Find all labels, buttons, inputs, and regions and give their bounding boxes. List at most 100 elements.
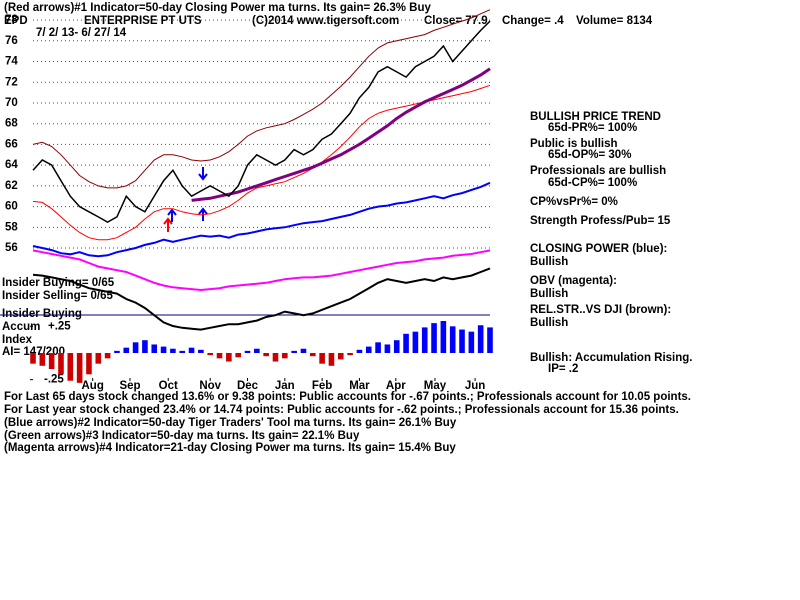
x-tick-label: Feb [312, 380, 332, 392]
x-tick-label: Oct [159, 380, 178, 392]
blue-arrow [198, 207, 208, 221]
bar [319, 353, 325, 364]
bar [95, 353, 102, 364]
bar [263, 353, 269, 357]
side-note: IP= .2 [548, 363, 578, 375]
bar [375, 342, 381, 353]
y-tick-label: 66 [5, 138, 18, 150]
side-note: Bullish: Accumulation Rising. [530, 352, 693, 364]
footer-line: (Green arrows)#3 Indicator=50-day ma tur… [4, 430, 360, 442]
side-note: CLOSING POWER (blue): [530, 243, 667, 255]
x-tick-label: Sep [119, 380, 140, 392]
copyright: (C)2014 www.tigersoft.com [252, 15, 399, 27]
bar [179, 350, 186, 353]
blue-arrow [198, 167, 208, 181]
ticker: EPD [4, 15, 28, 27]
side-note: BULLISH PRICE TREND [530, 111, 661, 123]
bar [356, 349, 363, 353]
close: Close= 77.9 [424, 15, 488, 27]
y-tick-label: -.25 [44, 374, 64, 386]
bar [487, 327, 493, 353]
bar [347, 353, 353, 356]
bar [104, 353, 111, 359]
bar [123, 347, 130, 353]
side-note: REL.STR..VS DJI (brown): [530, 304, 671, 316]
side-note: Professionals are bullish [530, 165, 666, 177]
y-tick-label: 62 [5, 180, 18, 192]
bar [365, 346, 372, 353]
bar [431, 323, 437, 353]
series-line [32, 20, 491, 223]
y-tick-label: +.25 [48, 320, 71, 332]
x-tick-label: Aug [82, 380, 104, 392]
left-note: Index [2, 334, 33, 346]
bar [282, 353, 288, 359]
side-note: Public is bullish [530, 138, 618, 150]
bar [337, 353, 344, 360]
date-range: 7/ 2/ 13- 6/ 27/ 14 [36, 27, 127, 39]
bar [114, 350, 120, 353]
y-tick-label: 68 [5, 118, 18, 130]
bar [393, 340, 400, 353]
y-tick-label: 72 [5, 76, 18, 88]
y-tick-label: 76 [5, 35, 18, 47]
bar [412, 331, 419, 353]
series-line [32, 267, 491, 331]
y-tick-label: 78 [5, 14, 18, 26]
bar [226, 353, 232, 362]
bar [254, 348, 260, 353]
red-arrow [163, 217, 173, 232]
left-note: Insider Selling= 0/65 [2, 290, 113, 302]
bar [291, 350, 297, 353]
bar [449, 326, 456, 353]
bar [48, 353, 55, 369]
y-tick-label: 74 [5, 56, 18, 68]
side-note: 65d-OP%= 30% [548, 149, 631, 161]
indicator-note: (Red arrows)#1 Indicator=50-day Closing … [4, 2, 432, 14]
bar [39, 353, 46, 366]
bar [384, 344, 391, 353]
bar [421, 327, 428, 353]
side-note: CP%vsPr%= 0% [530, 196, 618, 208]
side-note: 65d-PR%= 100% [548, 122, 637, 134]
x-tick-label: Jun [465, 380, 485, 392]
series-line [32, 9, 491, 189]
y-tick-label: 60 [5, 201, 18, 213]
change: Change= .4 [502, 15, 564, 27]
left-note: Insider Buying= 0/65 [2, 277, 115, 289]
series-line [32, 181, 491, 258]
side-note: 65d-CP%= 100% [548, 177, 637, 189]
left-note: Insider Buying [2, 308, 82, 320]
bar [403, 333, 409, 353]
bar [309, 353, 316, 357]
bar [272, 353, 279, 362]
bar [142, 340, 148, 353]
x-tick-label: May [424, 380, 447, 392]
footer-line: For Last year stock changed 23.4% or 14.… [4, 404, 679, 416]
side-note: Bullish [530, 256, 568, 268]
bar [76, 353, 83, 383]
bar [170, 348, 176, 353]
side-note: Bullish [530, 317, 568, 329]
bar [440, 321, 447, 353]
bar [67, 353, 74, 381]
bar [235, 353, 241, 358]
x-tick-label: Nov [199, 380, 221, 392]
bar [459, 329, 465, 353]
bar [477, 325, 484, 353]
bar [216, 353, 223, 359]
bar [160, 346, 167, 353]
footer-line: (Blue arrows)#2 Indicator=50-day Tiger T… [4, 417, 457, 429]
blue-arrow [167, 208, 177, 222]
x-tick-label: Jan [275, 380, 295, 392]
y-tick-label: 70 [5, 97, 18, 109]
side-note: Strength Profess/Pub= 15 [530, 215, 671, 227]
footer-line: (Magenta arrows)#4 Indicator=21-day Clos… [4, 442, 456, 454]
side-note: OBV (magenta): [530, 275, 617, 287]
x-tick-label: Apr [386, 380, 406, 392]
bar [30, 353, 36, 364]
series-line [32, 84, 491, 241]
bar [244, 350, 251, 353]
